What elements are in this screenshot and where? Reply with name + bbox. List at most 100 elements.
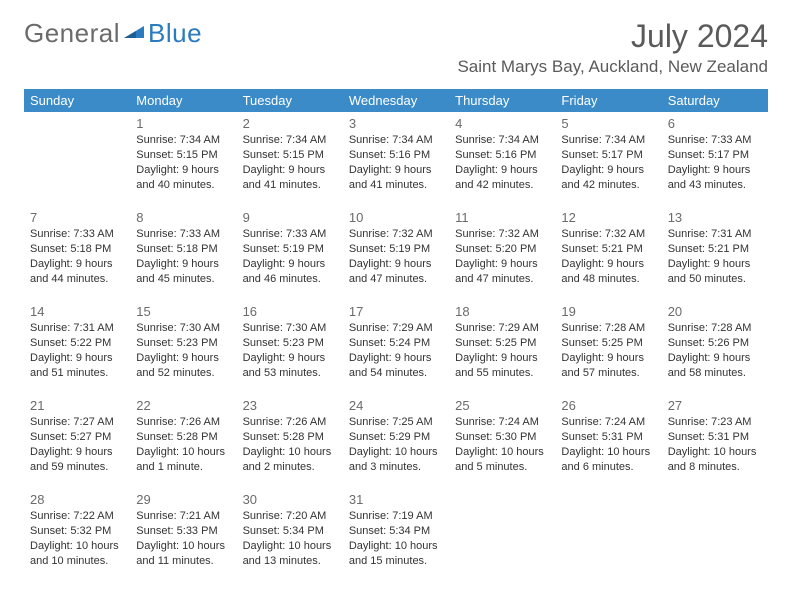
calendar-cell: 22Sunrise: 7:26 AMSunset: 5:28 PMDayligh… <box>130 394 236 488</box>
sunset-line: Sunset: 5:23 PM <box>136 336 230 351</box>
daylight-line2: and 41 minutes. <box>243 178 337 193</box>
day-number: 6 <box>668 116 762 131</box>
daylight-line2: and 11 minutes. <box>136 554 230 569</box>
sunset-line: Sunset: 5:32 PM <box>30 524 124 539</box>
day-number: 9 <box>243 210 337 225</box>
calendar-cell: 17Sunrise: 7:29 AMSunset: 5:24 PMDayligh… <box>343 300 449 394</box>
day-number: 30 <box>243 492 337 507</box>
calendar-cell: 24Sunrise: 7:25 AMSunset: 5:29 PMDayligh… <box>343 394 449 488</box>
day-number: 10 <box>349 210 443 225</box>
sunrise-line: Sunrise: 7:33 AM <box>30 227 124 242</box>
daylight-line1: Daylight: 9 hours <box>668 163 762 178</box>
calendar-header-row: Sunday Monday Tuesday Wednesday Thursday… <box>24 89 768 112</box>
calendar-body: 1Sunrise: 7:34 AMSunset: 5:15 PMDaylight… <box>24 112 768 582</box>
sunrise-line: Sunrise: 7:22 AM <box>30 509 124 524</box>
calendar-cell: 20Sunrise: 7:28 AMSunset: 5:26 PMDayligh… <box>662 300 768 394</box>
calendar-cell: 7Sunrise: 7:33 AMSunset: 5:18 PMDaylight… <box>24 206 130 300</box>
daylight-line2: and 54 minutes. <box>349 366 443 381</box>
day-number: 8 <box>136 210 230 225</box>
sunrise-line: Sunrise: 7:25 AM <box>349 415 443 430</box>
calendar-table: Sunday Monday Tuesday Wednesday Thursday… <box>24 89 768 582</box>
day-number: 22 <box>136 398 230 413</box>
calendar-cell: 4Sunrise: 7:34 AMSunset: 5:16 PMDaylight… <box>449 112 555 206</box>
daylight-line1: Daylight: 9 hours <box>136 257 230 272</box>
calendar-cell: 29Sunrise: 7:21 AMSunset: 5:33 PMDayligh… <box>130 488 236 582</box>
weekday-header: Saturday <box>662 89 768 112</box>
day-number: 29 <box>136 492 230 507</box>
daylight-line1: Daylight: 9 hours <box>349 163 443 178</box>
calendar-row: 14Sunrise: 7:31 AMSunset: 5:22 PMDayligh… <box>24 300 768 394</box>
sunset-line: Sunset: 5:31 PM <box>668 430 762 445</box>
sunrise-line: Sunrise: 7:23 AM <box>668 415 762 430</box>
daylight-line1: Daylight: 9 hours <box>561 163 655 178</box>
day-number: 23 <box>243 398 337 413</box>
calendar-row: 1Sunrise: 7:34 AMSunset: 5:15 PMDaylight… <box>24 112 768 206</box>
day-number: 15 <box>136 304 230 319</box>
day-number: 1 <box>136 116 230 131</box>
daylight-line2: and 59 minutes. <box>30 460 124 475</box>
sunrise-line: Sunrise: 7:26 AM <box>136 415 230 430</box>
daylight-line1: Daylight: 10 hours <box>243 539 337 554</box>
sunset-line: Sunset: 5:16 PM <box>349 148 443 163</box>
calendar-row: 28Sunrise: 7:22 AMSunset: 5:32 PMDayligh… <box>24 488 768 582</box>
sunrise-line: Sunrise: 7:32 AM <box>349 227 443 242</box>
calendar-cell: 12Sunrise: 7:32 AMSunset: 5:21 PMDayligh… <box>555 206 661 300</box>
daylight-line1: Daylight: 9 hours <box>668 257 762 272</box>
day-number: 11 <box>455 210 549 225</box>
daylight-line2: and 55 minutes. <box>455 366 549 381</box>
title-block: July 2024 Saint Marys Bay, Auckland, New… <box>457 18 768 83</box>
calendar-cell: 10Sunrise: 7:32 AMSunset: 5:19 PMDayligh… <box>343 206 449 300</box>
sunset-line: Sunset: 5:20 PM <box>455 242 549 257</box>
sunset-line: Sunset: 5:28 PM <box>243 430 337 445</box>
daylight-line2: and 5 minutes. <box>455 460 549 475</box>
sunset-line: Sunset: 5:21 PM <box>668 242 762 257</box>
sunset-line: Sunset: 5:18 PM <box>136 242 230 257</box>
day-number: 21 <box>30 398 124 413</box>
daylight-line1: Daylight: 9 hours <box>30 351 124 366</box>
calendar-cell: 28Sunrise: 7:22 AMSunset: 5:32 PMDayligh… <box>24 488 130 582</box>
sunset-line: Sunset: 5:16 PM <box>455 148 549 163</box>
calendar-cell: 31Sunrise: 7:19 AMSunset: 5:34 PMDayligh… <box>343 488 449 582</box>
sunrise-line: Sunrise: 7:34 AM <box>349 133 443 148</box>
brand-part2: Blue <box>148 18 202 49</box>
sunset-line: Sunset: 5:23 PM <box>243 336 337 351</box>
day-number: 4 <box>455 116 549 131</box>
daylight-line2: and 43 minutes. <box>668 178 762 193</box>
sunset-line: Sunset: 5:19 PM <box>243 242 337 257</box>
day-number: 19 <box>561 304 655 319</box>
calendar-row: 7Sunrise: 7:33 AMSunset: 5:18 PMDaylight… <box>24 206 768 300</box>
sunrise-line: Sunrise: 7:19 AM <box>349 509 443 524</box>
daylight-line2: and 3 minutes. <box>349 460 443 475</box>
calendar-cell: 9 Sunrise: 7:33 AMSunset: 5:19 PMDaylight… <box>237 206 343 300</box>
daylight-line1: Daylight: 9 hours <box>243 257 337 272</box>
sunrise-line: Sunrise: 7:24 AM <box>561 415 655 430</box>
daylight-line2: and 44 minutes. <box>30 272 124 287</box>
calendar-cell: 21Sunrise: 7:27 AMSunset: 5:27 PMDayligh… <box>24 394 130 488</box>
day-number: 7 <box>30 210 124 225</box>
daylight-line2: and 45 minutes. <box>136 272 230 287</box>
daylight-line2: and 53 minutes. <box>243 366 337 381</box>
sunset-line: Sunset: 5:34 PM <box>243 524 337 539</box>
daylight-line2: and 13 minutes. <box>243 554 337 569</box>
calendar-cell: 8Sunrise: 7:33 AMSunset: 5:18 PMDaylight… <box>130 206 236 300</box>
daylight-line1: Daylight: 9 hours <box>243 163 337 178</box>
sunset-line: Sunset: 5:28 PM <box>136 430 230 445</box>
daylight-line2: and 40 minutes. <box>136 178 230 193</box>
day-number: 16 <box>243 304 337 319</box>
daylight-line2: and 51 minutes. <box>30 366 124 381</box>
sunset-line: Sunset: 5:17 PM <box>561 148 655 163</box>
sunset-line: Sunset: 5:17 PM <box>668 148 762 163</box>
daylight-line2: and 6 minutes. <box>561 460 655 475</box>
daylight-line1: Daylight: 9 hours <box>455 351 549 366</box>
calendar-cell: 25Sunrise: 7:24 AMSunset: 5:30 PMDayligh… <box>449 394 555 488</box>
sunrise-line: Sunrise: 7:29 AM <box>455 321 549 336</box>
sunrise-line: Sunrise: 7:28 AM <box>561 321 655 336</box>
sunset-line: Sunset: 5:25 PM <box>561 336 655 351</box>
sunset-line: Sunset: 5:15 PM <box>243 148 337 163</box>
sunset-line: Sunset: 5:18 PM <box>30 242 124 257</box>
daylight-line2: and 2 minutes. <box>243 460 337 475</box>
daylight-line1: Daylight: 10 hours <box>455 445 549 460</box>
daylight-line1: Daylight: 10 hours <box>349 539 443 554</box>
sunset-line: Sunset: 5:27 PM <box>30 430 124 445</box>
sunrise-line: Sunrise: 7:33 AM <box>243 227 337 242</box>
